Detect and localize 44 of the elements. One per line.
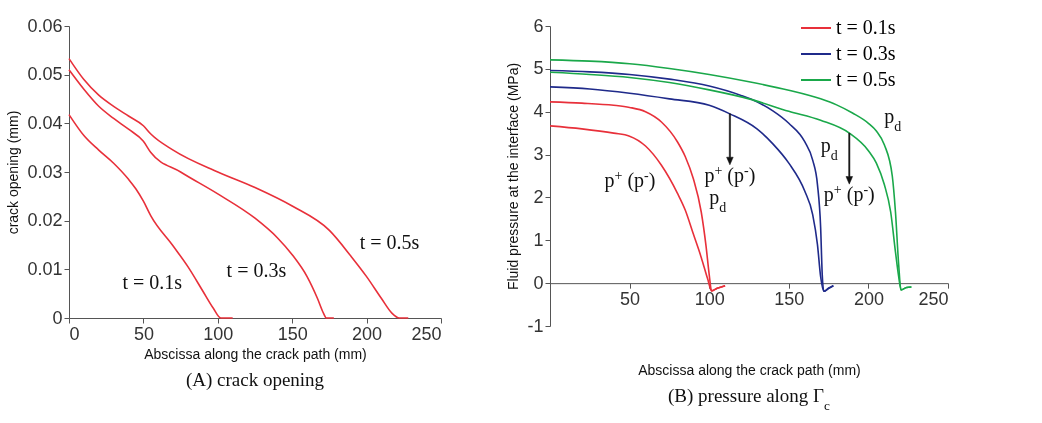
x-tick-label: 100 [203, 323, 234, 344]
y-tick-label: 0.05 [27, 64, 63, 85]
annotation: t = 0.3s [226, 258, 287, 281]
y-tick-label: 1 [533, 229, 544, 250]
x-tick-label: 50 [620, 288, 641, 309]
y-axis-title: Fluid pressure at the interface (MPa) [505, 62, 522, 291]
annotation: p$_{d}$ [709, 186, 727, 215]
legend-label: t = 0.1s [836, 16, 896, 38]
annotation: t = 0.1s [122, 270, 183, 293]
x-tick-label: 150 [774, 288, 805, 309]
y-tick-label: 0.04 [27, 112, 63, 133]
x-tick-label: 100 [694, 288, 725, 309]
y-tick-label: 5 [533, 58, 544, 79]
y-tick-label: 0.03 [27, 161, 63, 182]
text: (B) pressure along Γ$_{c}$ [668, 385, 831, 413]
annotation: p$^{+}$ (p$^{-}$) [704, 162, 756, 187]
y-tick-label: 0.02 [27, 210, 63, 231]
y-tick-label: 4 [533, 101, 544, 122]
x-tick-label: 50 [133, 323, 154, 344]
x-axis-title: Abscissa along the crack path (mm) [144, 345, 367, 362]
annotation: p$^{+}$ (p$^{-}$) [604, 167, 656, 193]
y-tick-label: 6 [533, 15, 544, 36]
legend-label: t = 0.3s [836, 42, 896, 64]
x-tick-label: 150 [277, 323, 308, 344]
x-axis-title: Abscissa along the crack path (mm) [638, 361, 861, 378]
x-tick-label: 250 [918, 288, 949, 309]
annotation: p$^{+}$ (p$^{-}$) [823, 181, 875, 207]
annotation: p$_{d}$ [884, 105, 902, 134]
annotation: t = 0.5s [359, 231, 420, 254]
x-tick-label: 200 [853, 288, 884, 309]
y-tick-label: 2 [533, 186, 544, 207]
x-tick-label: 0 [69, 323, 80, 344]
x-tick-label: 250 [411, 323, 442, 344]
y-tick-label: 0.01 [27, 258, 63, 279]
y-tick-label: -1 [527, 315, 544, 336]
annotation: p$_{d}$ [820, 134, 838, 163]
y-tick-label: 0 [52, 307, 63, 328]
y-tick-label: 3 [533, 144, 544, 165]
legend-label: t = 0.5s [836, 68, 896, 90]
y-tick-label: 0 [533, 272, 544, 293]
text: (A) crack opening [185, 369, 325, 391]
x-tick-label: 200 [352, 323, 383, 344]
y-axis-title: crack opening (mm) [5, 110, 22, 235]
y-tick-label: 0.06 [27, 15, 63, 36]
